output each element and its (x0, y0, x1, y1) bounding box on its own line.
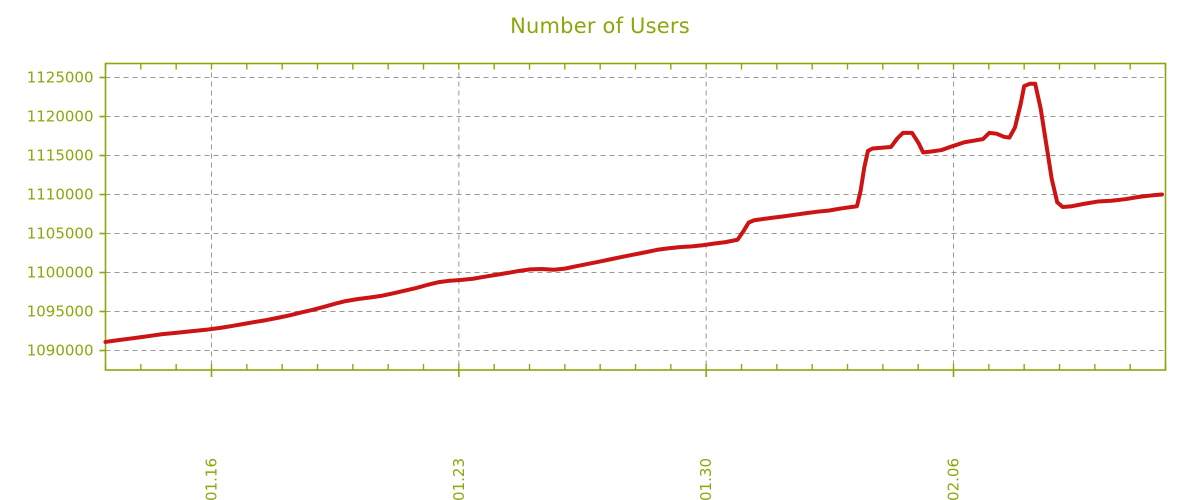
x-axis-labels-group: 2025.01.16 2025.01.23 2025.01.30 2025.02.06 (203, 458, 963, 500)
y-axis-tick-label: 1100000 (27, 264, 94, 282)
y-axis-tick-label: 1090000 (27, 342, 94, 360)
y-axis-labels-group: 1090000 1095000 1100000 1105000 1110000 11150… (27, 69, 94, 360)
y-axis-tick-label: 1105000 (27, 225, 94, 243)
y-axis-tick-label: 1115000 (27, 147, 94, 165)
x-axis-tick-label: 2025.01.30 (697, 458, 715, 500)
data-series-line (103, 81, 1164, 344)
chart-title: Number of Users (510, 14, 690, 38)
x-axis-tick-label: 2025.01.23 (450, 458, 468, 500)
y-axis-tick-label: 1125000 (27, 69, 94, 87)
y-axis-tick-label: 1120000 (27, 108, 94, 126)
gridlines-group (105, 63, 1166, 370)
x-axis-tick-label: 2025.02.06 (945, 458, 963, 500)
y-axis-tick-label: 1110000 (27, 186, 94, 204)
y-axis-tick-label: 1095000 (27, 303, 94, 321)
plot-area-border (104, 62, 1167, 371)
x-tick-marks-group (104, 63, 1167, 377)
y-tick-marks-group (99, 76, 106, 352)
x-axis-tick-label: 2025.01.16 (203, 458, 221, 500)
